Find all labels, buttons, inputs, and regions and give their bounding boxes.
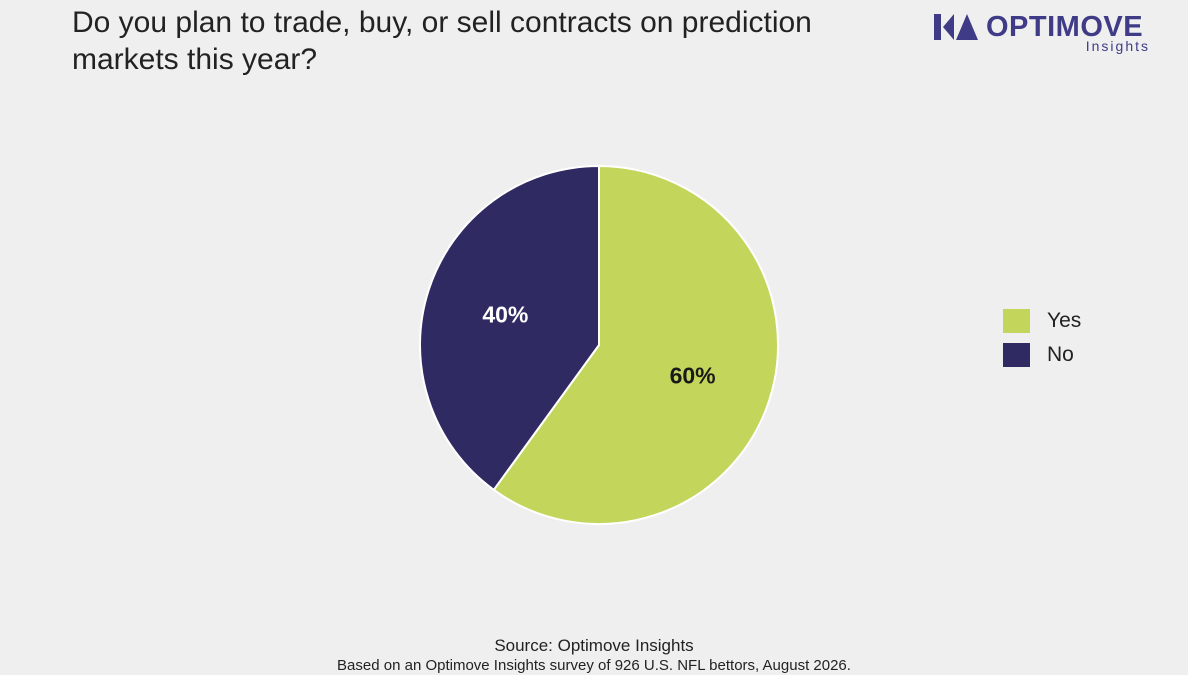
legend-item-yes: Yes: [1003, 306, 1143, 340]
pie-slice-no: [419, 164, 600, 492]
chart-source: Source: Optimove Insights: [494, 636, 694, 655]
legend-item-no: No: [1003, 340, 1143, 374]
logo-subtitle: Insights: [1085, 38, 1150, 54]
optimove-logo: OPTIMOVE Insights: [934, 8, 1154, 58]
legend-swatch-no: [1003, 343, 1030, 367]
pie-data-label-yes: 60%: [670, 362, 716, 388]
chart-footnote: Based on an Optimove Insights survey of …: [337, 657, 851, 674]
legend-swatch-yes: [1003, 309, 1030, 333]
pie-slice-yes: [492, 164, 779, 525]
pie-data-label-no: 40%: [482, 302, 528, 328]
chart-legend: Yes No: [1003, 306, 1143, 374]
legend-label-yes: Yes: [1047, 309, 1082, 332]
right-edge-strip: [1188, 0, 1200, 675]
logo-wordmark: OPTIMOVE: [986, 11, 1144, 43]
optimove-logo-mark-icon: [934, 14, 978, 40]
chart-title: Do you plan to trade, buy, or sell contr…: [72, 6, 812, 76]
legend-label-no: No: [1047, 343, 1074, 366]
